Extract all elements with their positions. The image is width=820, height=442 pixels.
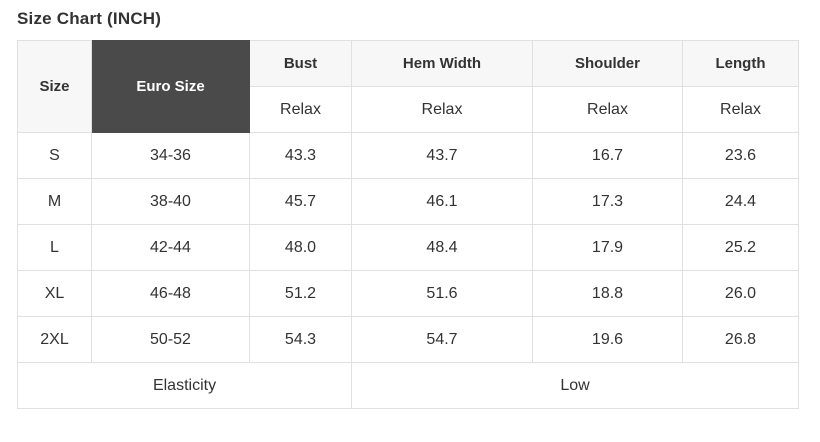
cell-length: 24.4: [682, 178, 799, 225]
cell-hem: 54.7: [351, 316, 533, 363]
cell-length: 26.8: [682, 316, 799, 363]
header-shoulder: Shoulder: [532, 40, 683, 87]
fit-cell-length: Relax: [682, 86, 799, 133]
footer-row-elasticity: Elasticity Low: [17, 362, 799, 409]
cell-bust: 51.2: [249, 270, 352, 317]
header-length: Length: [682, 40, 799, 87]
cell-bust: 48.0: [249, 224, 352, 271]
header-row-fit: Relax Relax Relax Relax: [18, 86, 799, 133]
header-size: Size: [17, 40, 92, 133]
cell-shoulder: 17.9: [532, 224, 683, 271]
cell-length: 25.2: [682, 224, 799, 271]
table-row-s: S 34-36 43.3 43.7 16.7 23.6: [17, 132, 799, 179]
size-chart-table: Size Euro Size Bust Hem Width Shoulder L…: [17, 40, 799, 409]
cell-euro: 46-48: [91, 270, 250, 317]
cell-size: L: [17, 224, 92, 271]
size-chart-page: Size Chart (INCH) Size Euro Size Bust He…: [17, 9, 799, 409]
cell-size: 2XL: [17, 316, 92, 363]
cell-size: M: [17, 178, 92, 225]
cell-length: 26.0: [682, 270, 799, 317]
cell-bust: 54.3: [249, 316, 352, 363]
cell-hem: 43.7: [351, 132, 533, 179]
cell-size: XL: [17, 270, 92, 317]
table-row-xl: XL 46-48 51.2 51.6 18.8 26.0: [17, 270, 799, 317]
cell-hem: 48.4: [351, 224, 533, 271]
cell-euro: 34-36: [91, 132, 250, 179]
cell-bust: 45.7: [249, 178, 352, 225]
cell-euro: 50-52: [91, 316, 250, 363]
elasticity-value: Low: [351, 362, 799, 409]
cell-size: S: [17, 132, 92, 179]
cell-euro: 42-44: [91, 224, 250, 271]
cell-shoulder: 17.3: [532, 178, 683, 225]
page-title: Size Chart (INCH): [17, 9, 162, 28]
cell-shoulder: 18.8: [532, 270, 683, 317]
header-bust: Bust: [249, 40, 352, 87]
fit-cell-hem-width: Relax: [351, 86, 533, 133]
cell-euro: 38-40: [91, 178, 250, 225]
header-euro-size: Euro Size: [91, 40, 250, 133]
elasticity-label: Elasticity: [17, 362, 352, 409]
header-row-main: Size Euro Size Bust Hem Width Shoulder L…: [17, 40, 799, 133]
cell-shoulder: 19.6: [532, 316, 683, 363]
cell-hem: 46.1: [351, 178, 533, 225]
cell-length: 23.6: [682, 132, 799, 179]
table-row-m: M 38-40 45.7 46.1 17.3 24.4: [17, 178, 799, 225]
table-row-l: L 42-44 48.0 48.4 17.9 25.2: [17, 224, 799, 271]
cell-shoulder: 16.7: [532, 132, 683, 179]
header-hem-width: Hem Width: [351, 40, 533, 87]
fit-cell-shoulder: Relax: [532, 86, 683, 133]
cell-bust: 43.3: [249, 132, 352, 179]
table-row-2xl: 2XL 50-52 54.3 54.7 19.6 26.8: [17, 316, 799, 363]
fit-cell-bust: Relax: [249, 86, 352, 133]
cell-hem: 51.6: [351, 270, 533, 317]
